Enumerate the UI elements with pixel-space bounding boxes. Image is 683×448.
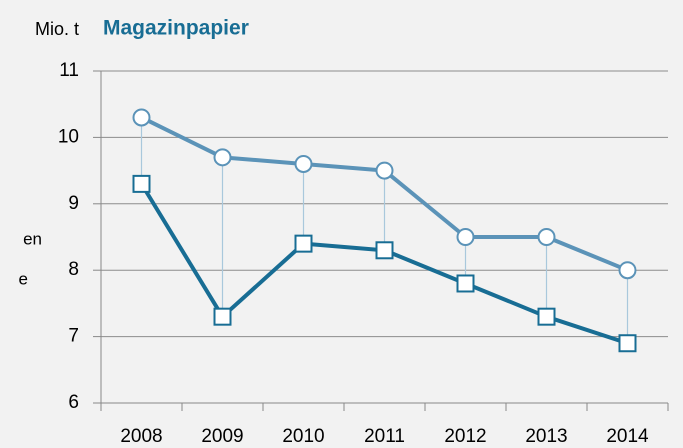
side-text: en <box>23 229 42 248</box>
y-tick-label: 7 <box>68 326 79 347</box>
unit-label: Mio. t <box>35 19 79 39</box>
x-tick-label: 2014 <box>606 426 649 447</box>
y-tick-label: 11 <box>59 60 79 81</box>
marker-square <box>456 274 475 293</box>
x-tick-label: 2009 <box>201 426 243 447</box>
marker-square <box>537 307 556 326</box>
x-tick-label: 2008 <box>120 426 162 447</box>
marker-circle <box>213 148 232 167</box>
marker-circle <box>456 228 475 246</box>
y-tick-label: 6 <box>68 392 79 413</box>
marker-circle <box>294 154 313 173</box>
x-tick-label: 2012 <box>444 426 486 447</box>
side-text: e <box>19 269 28 288</box>
marker-square <box>375 241 394 260</box>
marker-square <box>132 174 151 193</box>
chart-title: Magazinpapier <box>103 17 249 40</box>
marker-circle <box>375 161 394 180</box>
y-tick-label: 10 <box>58 126 79 147</box>
marker-circle <box>537 228 556 246</box>
marker-circle <box>132 108 151 127</box>
marker-square <box>213 307 232 326</box>
x-tick-label: 2010 <box>282 426 324 447</box>
marker-square <box>294 234 313 253</box>
x-tick-label: 2011 <box>364 426 405 447</box>
marker-circle <box>618 261 637 280</box>
x-tick-label: 2013 <box>525 426 567 447</box>
y-tick-label: 8 <box>68 259 79 280</box>
marker-square <box>618 334 637 353</box>
y-tick-label: 9 <box>68 193 79 214</box>
